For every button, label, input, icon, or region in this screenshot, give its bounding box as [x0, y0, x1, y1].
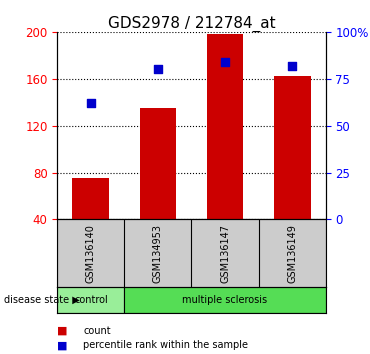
Point — [155, 67, 161, 72]
Bar — [274, 76, 310, 266]
Point — [222, 59, 228, 65]
Bar — [57, 287, 124, 313]
Bar — [139, 108, 176, 266]
Text: control: control — [74, 295, 108, 305]
Text: ■: ■ — [57, 340, 68, 350]
Title: GDS2978 / 212784_at: GDS2978 / 212784_at — [108, 16, 275, 32]
Point — [88, 100, 94, 106]
Text: percentile rank within the sample: percentile rank within the sample — [83, 340, 248, 350]
Text: count: count — [83, 326, 111, 336]
Text: disease state ▶: disease state ▶ — [4, 295, 80, 305]
Text: GSM136149: GSM136149 — [287, 224, 297, 282]
Bar — [206, 34, 243, 266]
Text: multiple sclerosis: multiple sclerosis — [182, 295, 268, 305]
Text: GSM136140: GSM136140 — [86, 224, 96, 282]
Bar — [124, 287, 326, 313]
Text: ■: ■ — [57, 326, 68, 336]
Text: GSM134953: GSM134953 — [153, 224, 163, 282]
Bar — [73, 178, 109, 266]
Point — [289, 63, 295, 68]
Text: GSM136147: GSM136147 — [220, 224, 230, 282]
